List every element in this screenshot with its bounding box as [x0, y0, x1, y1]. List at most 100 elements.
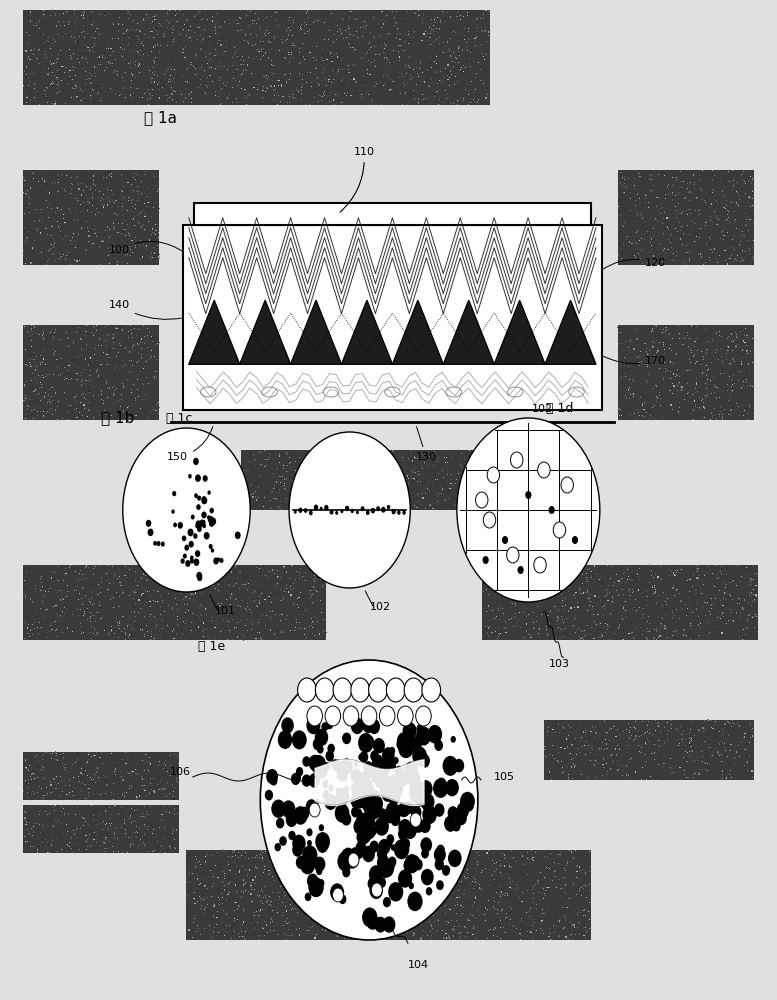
Point [168, 18, 180, 34]
Point [720, 740, 733, 756]
Point [648, 622, 660, 638]
Point [206, 9, 218, 25]
Point [401, 10, 413, 26]
Point [554, 916, 566, 932]
Point [81, 755, 93, 771]
Point [64, 342, 77, 358]
Point [242, 626, 254, 642]
Point [218, 903, 230, 919]
Point [459, 3, 472, 19]
Point [398, 494, 410, 510]
Point [343, 496, 355, 512]
Point [20, 69, 33, 85]
Point [337, 479, 350, 495]
Circle shape [397, 732, 411, 750]
Point [100, 373, 113, 389]
Point [409, 450, 421, 466]
Point [23, 564, 35, 580]
Point [721, 331, 733, 347]
Circle shape [416, 706, 431, 726]
Point [98, 623, 110, 639]
Point [256, 79, 269, 95]
Point [667, 567, 680, 583]
Point [514, 626, 527, 642]
Point [678, 358, 690, 374]
Point [301, 23, 314, 39]
Point [394, 38, 406, 54]
Point [57, 591, 69, 607]
Circle shape [364, 799, 379, 819]
Point [30, 50, 43, 66]
Point [103, 816, 116, 832]
Point [528, 862, 540, 878]
Point [375, 5, 387, 21]
Point [224, 561, 236, 577]
Point [399, 483, 411, 499]
Point [447, 95, 459, 111]
Point [587, 719, 599, 735]
Point [153, 349, 166, 365]
Point [478, 89, 490, 105]
Point [402, 475, 415, 491]
Point [24, 609, 37, 625]
Point [26, 7, 38, 23]
Point [21, 90, 33, 106]
Point [132, 215, 145, 231]
Point [473, 25, 486, 41]
Point [450, 871, 462, 887]
Point [139, 583, 152, 599]
Point [193, 19, 206, 35]
Point [123, 225, 135, 241]
Point [702, 740, 714, 756]
Point [424, 892, 437, 908]
Point [148, 92, 161, 108]
Point [552, 881, 565, 897]
Point [99, 95, 111, 111]
Point [57, 758, 70, 774]
Point [455, 78, 468, 94]
Circle shape [356, 772, 369, 790]
Circle shape [374, 762, 388, 780]
Point [253, 888, 266, 904]
Point [39, 318, 51, 334]
Point [747, 197, 759, 213]
Point [340, 459, 352, 475]
Point [643, 412, 656, 428]
Point [82, 357, 94, 373]
Point [431, 10, 444, 26]
Point [75, 191, 87, 207]
Point [452, 37, 465, 53]
Point [535, 487, 547, 503]
Point [17, 66, 30, 82]
Point [744, 246, 756, 262]
Point [307, 595, 319, 611]
Point [181, 13, 193, 29]
Point [733, 184, 745, 200]
Point [685, 214, 698, 230]
Point [110, 205, 122, 221]
Point [162, 565, 175, 581]
Point [121, 81, 134, 97]
Point [423, 95, 435, 111]
Point [499, 487, 511, 503]
Point [352, 847, 364, 863]
Point [208, 896, 221, 912]
Point [172, 58, 184, 74]
Point [239, 600, 252, 616]
Point [616, 384, 629, 400]
Point [459, 82, 472, 98]
Point [642, 597, 654, 613]
Point [253, 51, 265, 67]
Point [573, 871, 585, 887]
Point [162, 58, 174, 74]
Point [472, 82, 484, 98]
Point [432, 895, 444, 911]
Point [319, 13, 332, 29]
Point [434, 21, 446, 37]
Point [664, 751, 677, 767]
Point [124, 344, 136, 360]
Point [32, 632, 44, 648]
Point [654, 195, 667, 211]
Point [452, 926, 465, 942]
Point [340, 446, 353, 462]
